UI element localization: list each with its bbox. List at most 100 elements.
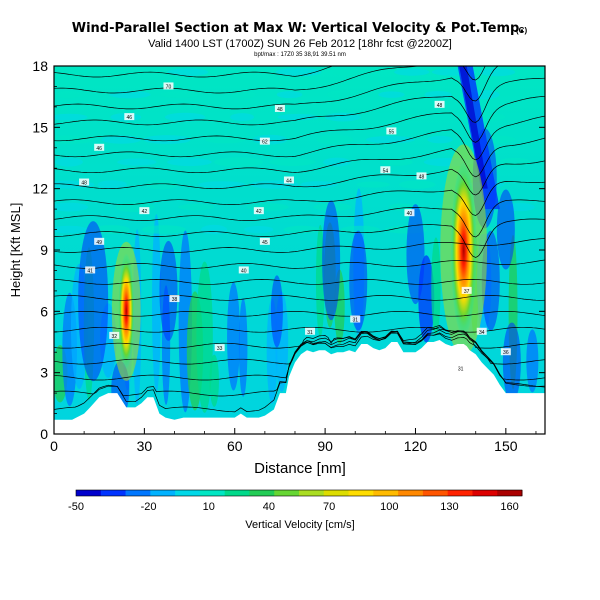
field-cell — [398, 180, 436, 189]
field-cell — [160, 91, 202, 98]
isentrope-label-bg — [238, 266, 249, 274]
field-cell — [268, 158, 316, 166]
isentrope-label-bg — [253, 207, 264, 215]
field-cell — [431, 237, 441, 335]
colorbar-swatch — [472, 490, 498, 496]
isentrope-line — [54, 295, 545, 301]
isentrope-label-bg — [169, 295, 180, 303]
isentrope-label: 48 — [419, 174, 425, 180]
field-cell — [103, 68, 141, 76]
field-cell — [378, 91, 405, 98]
field-cell — [365, 135, 415, 144]
field-cell — [327, 89, 367, 100]
isentrope-label: 37 — [464, 289, 470, 295]
field-cell — [230, 113, 255, 122]
isentrope-label-bg — [214, 344, 225, 352]
x-axis: 0 30 60 90 120 150 — [50, 428, 537, 454]
isentrope-line — [54, 218, 545, 258]
isentrope-label-bg — [94, 237, 105, 245]
colorbar-swatch — [497, 490, 523, 496]
field-cell — [209, 354, 219, 407]
isentrope-label-bg — [380, 166, 391, 174]
isentrope-label: 33 — [217, 346, 223, 352]
isentrope-line — [54, 310, 545, 317]
field-cell — [316, 134, 354, 145]
chart-title: Wind-Parallel Section at Max W: Vertical… — [72, 21, 525, 36]
isentrope-label: 55 — [389, 129, 395, 135]
isentrope-label: 40 — [407, 211, 413, 217]
isentrope-line — [54, 329, 545, 381]
chart-subtitle: Valid 1400 LST (1700Z) SUN 26 Feb 2012 [… — [148, 38, 452, 50]
field-cell — [55, 157, 83, 167]
x-tick-label: 90 — [317, 438, 333, 454]
isentrope-line — [54, 326, 545, 365]
y-tick-label: 6 — [40, 303, 48, 319]
isentrope-label-bg — [461, 286, 472, 294]
y-axis-label: Height [Kft MSL] — [8, 203, 23, 298]
field-cell — [54, 202, 89, 212]
updraft-core — [118, 253, 135, 370]
isentrope-line — [54, 77, 545, 126]
isentrope-label: 48 — [81, 181, 87, 187]
colorbar-tick-label: 160 — [500, 501, 518, 513]
downdraft-cell — [270, 275, 283, 348]
field-cell — [244, 225, 274, 234]
field-cell — [227, 282, 241, 391]
field-cell — [117, 158, 157, 166]
chart-subtitle-2: bpt/max : 17Z0 35 38,91 39.51 nm — [254, 52, 346, 58]
isentrope-label: 54 — [383, 168, 389, 174]
isentrope-label-bg — [139, 207, 150, 215]
isentrope-label: 62 — [262, 140, 268, 146]
field-cell — [427, 135, 453, 144]
colorbar-swatch — [150, 490, 176, 496]
isentrope-label-bg — [85, 266, 96, 274]
isentrope-label: 38 — [172, 297, 178, 303]
y-tick-label: 3 — [40, 365, 48, 381]
x-tick-label: 120 — [404, 438, 428, 454]
isentrope-label: 70 — [166, 84, 172, 90]
isentrope-label-bg — [79, 178, 90, 186]
colorbar-tick-label: 70 — [323, 501, 335, 513]
field-cell — [54, 225, 88, 234]
colorbar-swatch — [373, 490, 399, 496]
isentrope-label-bg — [350, 315, 361, 323]
isentrope-line — [54, 95, 545, 143]
field-cell — [277, 113, 319, 121]
isentrope-label: 31 — [307, 330, 313, 336]
x-tick-label: 150 — [494, 438, 518, 454]
field-cell — [54, 135, 95, 144]
colorbar: -50 -20 10 40 70 100 130 160 — [68, 489, 523, 513]
y-tick-label: 18 — [32, 58, 48, 74]
colorbar-tick-label: -50 — [68, 501, 84, 513]
field-cell — [200, 224, 228, 235]
isentrope-label-bg — [259, 237, 270, 245]
isentrope-line — [54, 181, 545, 216]
isentrope-line — [54, 238, 545, 253]
colorbar-swatch — [348, 490, 374, 496]
x-tick-label: 60 — [227, 438, 243, 454]
isentrope-label: 34 — [479, 330, 485, 336]
field-cell — [356, 181, 390, 188]
colorbar-swatch — [274, 490, 300, 496]
y-tick-label: 9 — [40, 242, 48, 258]
colorbar-swatch — [299, 490, 325, 496]
isentrope-label: 41 — [87, 268, 93, 274]
colorbar-swatch — [175, 490, 201, 496]
x-axis-label: Distance [nm] — [254, 460, 346, 477]
downdraft-core — [459, 66, 488, 189]
isentrope-line — [54, 66, 334, 78]
isentrope-labels: 70 48 46 48 62 55 46 44 54 48 48 42 42 40 49 45 41 40 38 37… — [79, 82, 511, 373]
isentrope-line — [54, 199, 545, 238]
colorbar-swatch — [447, 490, 473, 496]
field-cell — [143, 135, 191, 145]
x-tick-label: 0 — [50, 438, 58, 454]
terrain-mask — [54, 340, 545, 434]
isentrope-line — [54, 279, 545, 285]
isentrope-label-bg — [386, 127, 397, 135]
isentrope-label-bg — [283, 176, 294, 184]
field-cell — [323, 157, 351, 167]
isentrope-label-bg — [404, 209, 415, 217]
field-cell — [498, 157, 531, 167]
isentrope-label: 45 — [262, 240, 268, 246]
field-cell — [394, 68, 430, 76]
